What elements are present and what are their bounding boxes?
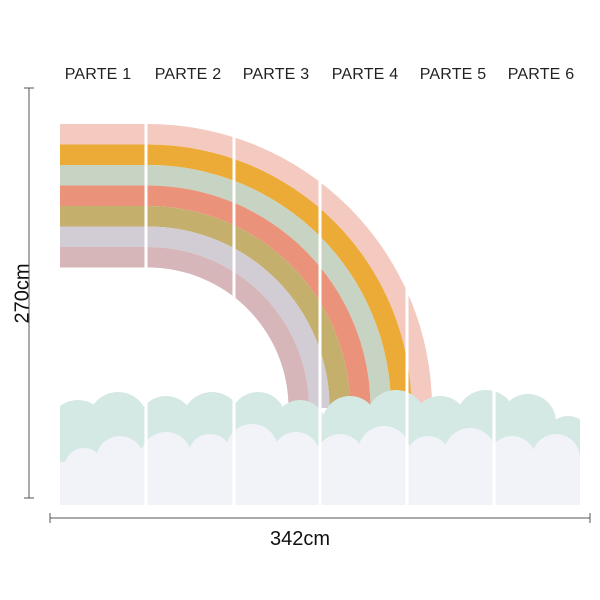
panel-seam-2 (232, 110, 236, 510)
panel-label-4: PARTE 4 (331, 66, 399, 83)
clouds (0, 380, 600, 515)
cloud-front-puff (188, 434, 232, 478)
panel-seams (144, 110, 496, 510)
cloud-front-puff (64, 448, 104, 488)
height-dimension-label: 270cm (11, 263, 34, 324)
cloud-front-puff (406, 436, 450, 480)
panel-label-6: PARTE 6 (507, 66, 575, 83)
panel-seam-4 (405, 110, 409, 510)
panel-seam-5 (492, 110, 496, 510)
cloud-front-puff (226, 424, 278, 476)
dimension-lines (24, 87, 591, 523)
rainbow-band-4 (60, 185, 371, 408)
width-dimension-label: 342cm (269, 528, 331, 550)
panel-label-5: PARTE 5 (419, 66, 487, 83)
cloud-back-puff (182, 392, 242, 452)
cloud-back-puff (500, 394, 556, 450)
panel-label-1: PARTE 1 (64, 66, 132, 83)
mask-left (0, 380, 60, 510)
cloud-front-puff (140, 432, 192, 484)
cloud-front-puff (488, 436, 536, 484)
rainbow-band-7 (60, 247, 309, 408)
panel-label-2: PARTE 2 (154, 66, 222, 83)
mask-bottom (0, 505, 600, 515)
cloud-front-puff (316, 434, 364, 482)
cloud-front-puff (358, 426, 410, 478)
rainbow (60, 124, 432, 408)
cloud-front-puff (96, 436, 144, 484)
rainbow-band-5 (60, 206, 350, 408)
cloud-front-puff (532, 434, 580, 482)
panel-seam-3 (318, 110, 322, 510)
cloud-front-puff (272, 432, 320, 480)
rainbow-band-6 (60, 226, 330, 408)
cloud-back-puff (88, 392, 148, 452)
panel-seam-1 (144, 110, 148, 510)
rainbow-band-3 (60, 165, 391, 408)
mask-right (580, 380, 600, 510)
panel-label-3: PARTE 3 (242, 66, 310, 83)
cloud-front-puff (444, 428, 496, 480)
